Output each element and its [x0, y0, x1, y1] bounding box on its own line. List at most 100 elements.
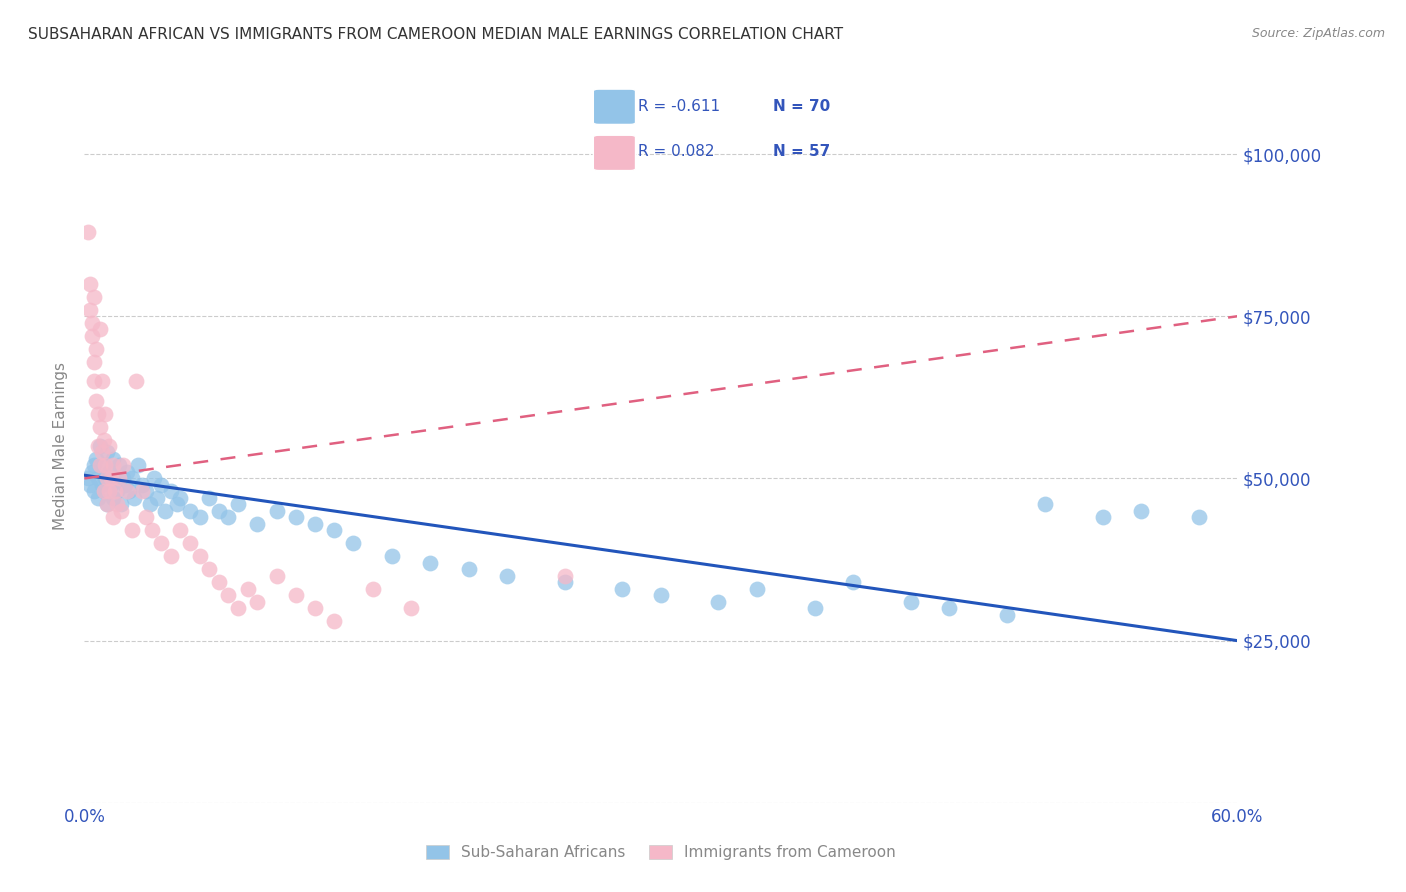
- Point: [208, 504, 231, 518]
- Point: [246, 595, 269, 609]
- Point: [103, 491, 124, 505]
- Point: [105, 497, 128, 511]
- Point: [236, 582, 259, 596]
- Point: [84, 342, 107, 356]
- Point: [98, 439, 121, 453]
- Point: [179, 504, 201, 518]
- Point: [115, 484, 138, 499]
- Point: [87, 471, 110, 485]
- Point: [83, 290, 105, 304]
- Point: [842, 575, 865, 590]
- Point: [90, 445, 112, 459]
- Point: [188, 549, 211, 564]
- Point: [79, 478, 101, 492]
- Point: [304, 516, 326, 531]
- Point: [179, 536, 201, 550]
- Point: [77, 225, 100, 239]
- Point: [110, 504, 132, 518]
- Point: [89, 458, 111, 473]
- Point: [1033, 497, 1056, 511]
- Text: Source: ZipAtlas.com: Source: ZipAtlas.com: [1251, 27, 1385, 40]
- Point: [995, 607, 1018, 622]
- Point: [554, 568, 576, 582]
- Point: [84, 393, 107, 408]
- Point: [83, 354, 105, 368]
- Point: [496, 568, 519, 582]
- Point: [169, 524, 191, 538]
- Point: [94, 471, 117, 485]
- Point: [266, 504, 288, 518]
- Point: [93, 484, 115, 499]
- Point: [938, 601, 960, 615]
- Point: [284, 510, 307, 524]
- Point: [80, 328, 103, 343]
- Point: [803, 601, 825, 615]
- Point: [745, 582, 768, 596]
- Point: [83, 458, 105, 473]
- Point: [87, 407, 110, 421]
- Text: N = 57: N = 57: [773, 145, 831, 160]
- Point: [84, 452, 107, 467]
- Point: [103, 510, 124, 524]
- Point: [80, 316, 103, 330]
- Point: [323, 614, 346, 628]
- Point: [96, 445, 118, 459]
- Point: [127, 458, 149, 473]
- Point: [266, 568, 288, 582]
- Point: [419, 556, 441, 570]
- Point: [188, 510, 211, 524]
- Point: [141, 524, 163, 538]
- Point: [89, 419, 111, 434]
- Point: [135, 510, 157, 524]
- Point: [83, 374, 105, 388]
- Point: [103, 458, 124, 473]
- Point: [103, 452, 124, 467]
- Point: [153, 504, 176, 518]
- Point: [111, 471, 134, 485]
- Point: [94, 458, 117, 473]
- Point: [96, 497, 118, 511]
- Point: [98, 484, 121, 499]
- Point: [146, 491, 169, 505]
- Point: [87, 439, 110, 453]
- Point: [1188, 510, 1211, 524]
- Point: [98, 465, 121, 479]
- Point: [83, 484, 105, 499]
- Point: [284, 588, 307, 602]
- Text: R = 0.082: R = 0.082: [638, 145, 714, 160]
- Point: [125, 374, 148, 388]
- Point: [138, 497, 160, 511]
- Point: [169, 491, 191, 505]
- Point: [361, 582, 384, 596]
- Point: [226, 497, 249, 511]
- Point: [304, 601, 326, 615]
- Point: [93, 458, 115, 473]
- Point: [93, 484, 115, 499]
- Point: [104, 484, 127, 499]
- Point: [399, 601, 422, 615]
- Point: [142, 471, 165, 485]
- Text: SUBSAHARAN AFRICAN VS IMMIGRANTS FROM CAMEROON MEDIAN MALE EARNINGS CORRELATION : SUBSAHARAN AFRICAN VS IMMIGRANTS FROM CA…: [28, 27, 844, 42]
- Point: [1130, 504, 1153, 518]
- Point: [80, 465, 103, 479]
- Point: [117, 484, 139, 499]
- Legend: Sub-Saharan Africans, Immigrants from Cameroon: Sub-Saharan Africans, Immigrants from Ca…: [420, 839, 901, 866]
- Point: [89, 322, 111, 336]
- Point: [166, 497, 188, 511]
- Point: [226, 601, 249, 615]
- Y-axis label: Median Male Earnings: Median Male Earnings: [53, 362, 69, 530]
- Point: [612, 582, 634, 596]
- Point: [218, 510, 240, 524]
- Point: [208, 575, 231, 590]
- Point: [115, 465, 138, 479]
- Point: [381, 549, 404, 564]
- Point: [114, 478, 136, 492]
- Point: [198, 562, 221, 576]
- Point: [135, 484, 157, 499]
- Point: [323, 524, 346, 538]
- Point: [104, 471, 127, 485]
- Point: [108, 458, 131, 473]
- Point: [160, 484, 183, 499]
- Point: [108, 471, 131, 485]
- Point: [900, 595, 922, 609]
